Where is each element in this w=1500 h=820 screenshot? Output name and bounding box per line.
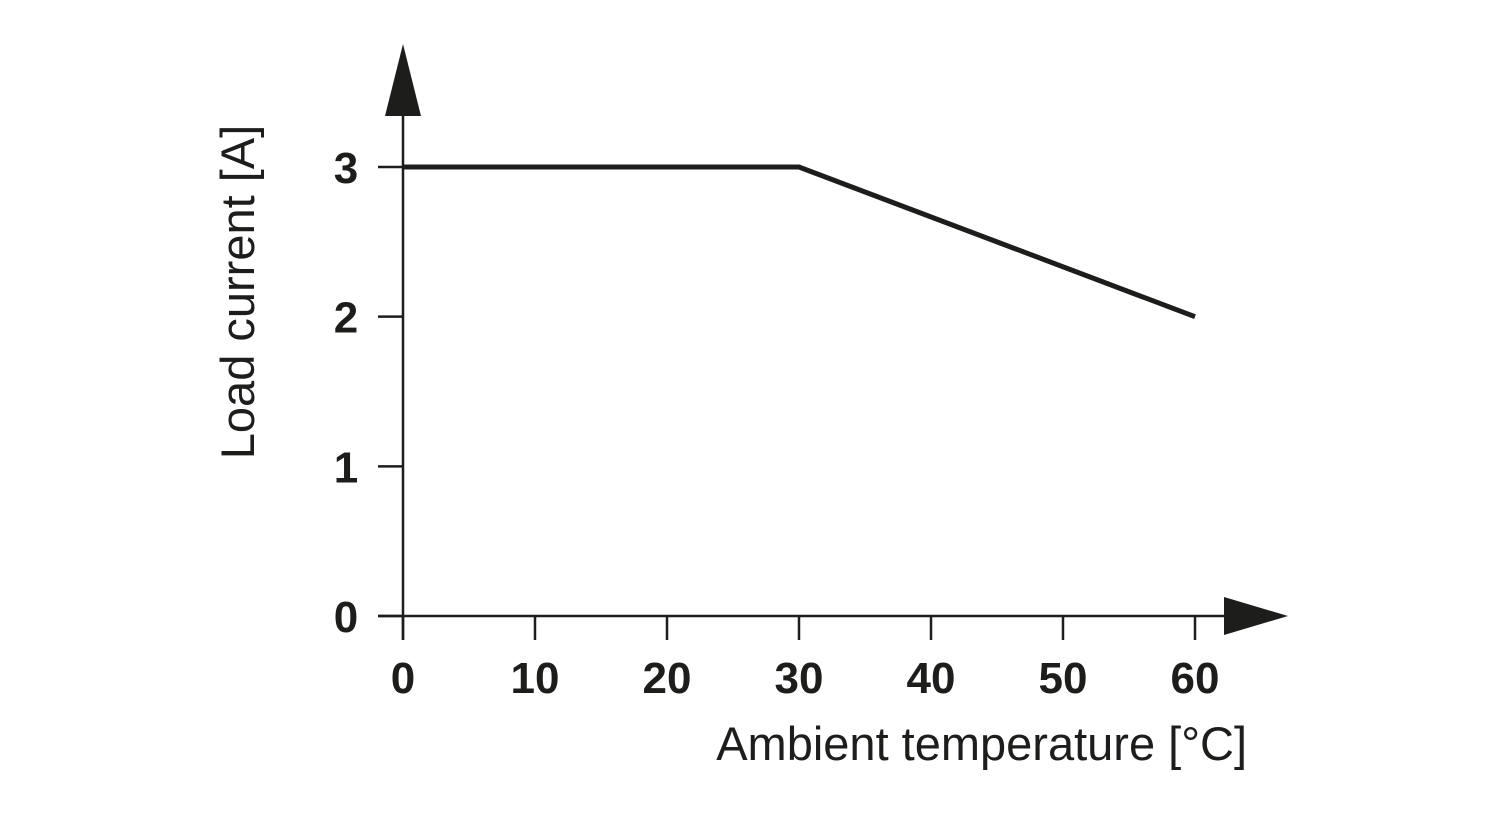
x-tick-label: 60 [1171,654,1220,703]
y-ticks: 0 1 2 3 [334,144,403,642]
y-tick-label: 0 [334,593,358,642]
y-axis-title: Load current [A] [211,125,264,459]
y-tick-label: 2 [334,294,358,343]
axes [378,44,1288,640]
x-tick-label: 20 [643,654,692,703]
y-axis-arrow [385,44,421,116]
x-axis-arrow [1224,597,1288,635]
x-ticks: 0 10 20 30 40 50 60 [391,616,1220,703]
x-axis-title: Ambient temperature [°C] [716,717,1247,770]
x-tick-label: 50 [1039,654,1088,703]
y-tick-label: 3 [334,144,358,193]
x-tick-label: 30 [775,654,824,703]
x-tick-label: 40 [907,654,956,703]
x-tick-label: 10 [511,654,560,703]
x-tick-label: 0 [391,654,415,703]
y-tick-label: 1 [334,443,358,492]
series-layer [403,164,1196,320]
series-line [403,164,1196,320]
